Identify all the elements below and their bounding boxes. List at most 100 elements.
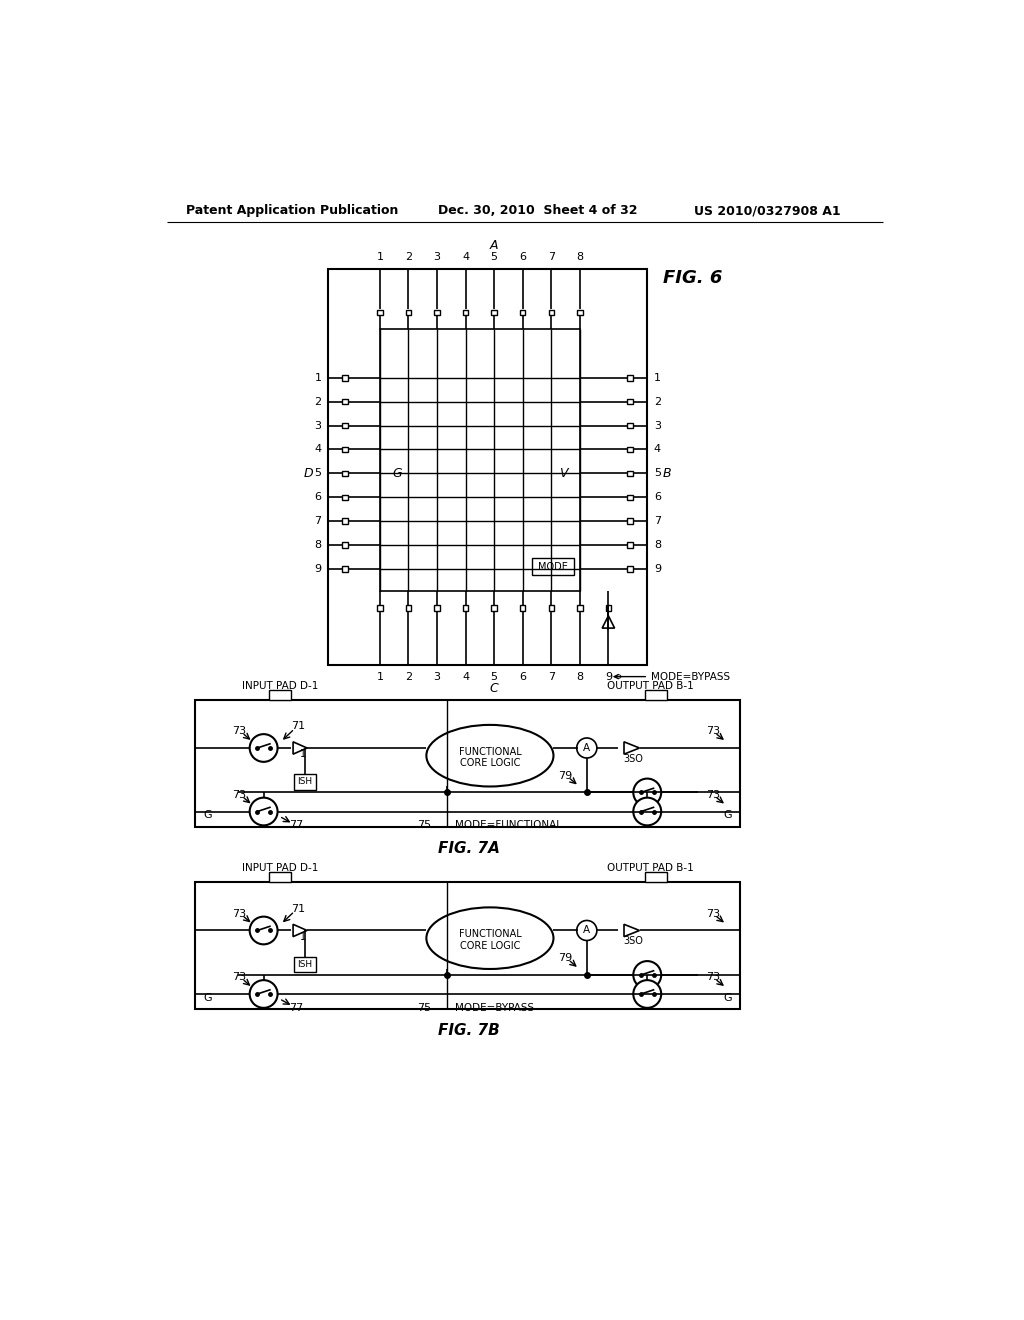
Text: 3SO: 3SO: [624, 754, 643, 764]
Text: MODE: MODE: [538, 561, 567, 572]
Text: V: V: [558, 467, 567, 480]
Bar: [342, 399, 348, 404]
Text: 5: 5: [654, 469, 660, 478]
Text: ISH: ISH: [297, 777, 312, 787]
Text: 73: 73: [231, 908, 246, 919]
Text: 3: 3: [314, 421, 322, 430]
Text: 2: 2: [314, 397, 322, 407]
Text: 1: 1: [300, 750, 306, 759]
Circle shape: [577, 738, 597, 758]
Text: 3: 3: [654, 421, 660, 430]
Text: MODE=FUNCTIONAL: MODE=FUNCTIONAL: [455, 820, 562, 830]
Bar: [628, 446, 633, 453]
Text: 5: 5: [314, 469, 322, 478]
Text: OUTPUT PAD B-1: OUTPUT PAD B-1: [607, 681, 693, 690]
Text: FUNCTIONAL: FUNCTIONAL: [459, 929, 521, 940]
Text: 73: 73: [707, 789, 720, 800]
Text: 6: 6: [654, 492, 660, 502]
Circle shape: [633, 961, 662, 989]
Text: 73: 73: [707, 726, 720, 737]
Text: 6: 6: [314, 492, 322, 502]
Bar: [549, 310, 554, 315]
Text: 1: 1: [654, 372, 660, 383]
Text: G: G: [203, 993, 212, 1003]
Polygon shape: [293, 742, 307, 754]
Bar: [196, 882, 740, 1010]
Text: 2: 2: [653, 397, 660, 407]
Text: 9: 9: [314, 564, 322, 574]
Bar: [269, 689, 291, 700]
Text: 7: 7: [548, 252, 555, 261]
Bar: [377, 606, 383, 611]
Circle shape: [633, 797, 662, 825]
Text: A: A: [584, 743, 591, 752]
Text: MODE=BYPASS: MODE=BYPASS: [614, 672, 730, 681]
Circle shape: [577, 920, 597, 940]
Bar: [628, 375, 633, 380]
Text: 73: 73: [231, 789, 246, 800]
Bar: [294, 774, 315, 789]
Text: B: B: [663, 467, 671, 480]
Bar: [342, 495, 348, 500]
Text: G: G: [392, 467, 401, 480]
Text: 4: 4: [462, 672, 469, 681]
Bar: [328, 268, 647, 665]
Circle shape: [250, 916, 278, 944]
Bar: [645, 689, 667, 700]
Text: 3: 3: [433, 672, 440, 681]
Text: 73: 73: [707, 972, 720, 982]
Bar: [406, 606, 412, 611]
Text: 73: 73: [707, 908, 720, 919]
Text: 1: 1: [300, 932, 306, 941]
Text: FUNCTIONAL: FUNCTIONAL: [459, 747, 521, 756]
Bar: [492, 310, 497, 315]
Circle shape: [250, 734, 278, 762]
Ellipse shape: [426, 907, 554, 969]
Text: 75: 75: [417, 1003, 431, 1012]
Text: 7: 7: [653, 516, 660, 527]
Polygon shape: [624, 742, 640, 754]
Bar: [434, 310, 439, 315]
Circle shape: [633, 981, 662, 1008]
Bar: [196, 700, 740, 826]
Text: 77: 77: [289, 820, 303, 830]
Text: A: A: [489, 239, 499, 252]
Text: 79: 79: [558, 771, 572, 780]
Bar: [605, 606, 611, 611]
Bar: [269, 873, 291, 882]
Text: FIG. 7B: FIG. 7B: [438, 1023, 500, 1039]
Text: 73: 73: [231, 972, 246, 982]
Bar: [520, 606, 525, 611]
Text: 7: 7: [314, 516, 322, 527]
Text: 4: 4: [462, 252, 469, 261]
Text: 7: 7: [548, 672, 555, 681]
Bar: [377, 310, 383, 315]
Polygon shape: [293, 924, 307, 937]
Text: MODE=BYPASS: MODE=BYPASS: [455, 1003, 535, 1012]
Bar: [628, 519, 633, 524]
Text: 8: 8: [653, 540, 660, 550]
Text: G: G: [203, 810, 212, 820]
Text: 6: 6: [519, 252, 526, 261]
Text: 4: 4: [314, 445, 322, 454]
Text: INPUT PAD D-1: INPUT PAD D-1: [242, 681, 318, 690]
Bar: [628, 471, 633, 477]
Text: 1: 1: [377, 252, 383, 261]
Bar: [628, 495, 633, 500]
Text: 79: 79: [558, 953, 572, 964]
Text: Dec. 30, 2010  Sheet 4 of 32: Dec. 30, 2010 Sheet 4 of 32: [438, 205, 638, 218]
Text: 75: 75: [417, 820, 431, 830]
Bar: [531, 558, 574, 576]
Text: G: G: [724, 810, 732, 820]
Text: 6: 6: [519, 672, 526, 681]
Text: 1: 1: [377, 672, 383, 681]
Text: →: →: [612, 672, 622, 681]
Circle shape: [633, 779, 662, 807]
Bar: [342, 543, 348, 548]
Bar: [434, 606, 439, 611]
Text: D: D: [304, 467, 313, 480]
Bar: [463, 310, 468, 315]
Bar: [578, 606, 583, 611]
Text: 4: 4: [653, 445, 660, 454]
Circle shape: [250, 797, 278, 825]
